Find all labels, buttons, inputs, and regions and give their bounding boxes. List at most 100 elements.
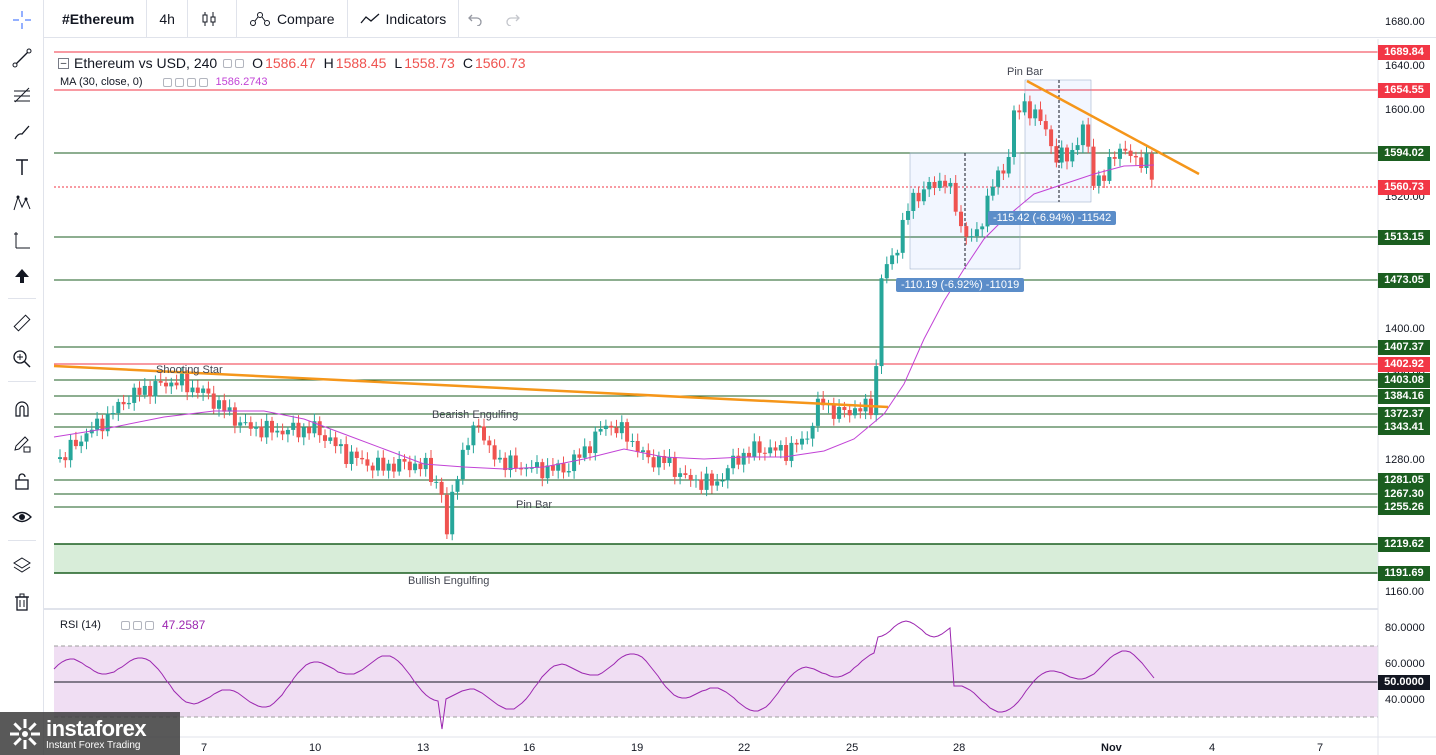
candle-body xyxy=(529,467,534,469)
chart-type-button[interactable] xyxy=(188,0,237,38)
rsi-close-icon[interactable] xyxy=(144,620,154,630)
candle-body xyxy=(460,449,465,480)
price-axis-tick: 1600.00 xyxy=(1385,103,1425,116)
candle-body xyxy=(545,465,550,479)
candle-body xyxy=(588,446,592,454)
open-label: O xyxy=(252,55,264,71)
candle-body xyxy=(980,226,985,230)
brush-icon xyxy=(14,125,30,140)
ma-eye-icon[interactable] xyxy=(162,77,172,87)
redo-button[interactable] xyxy=(497,0,535,38)
compare-button[interactable]: Compare xyxy=(237,0,348,38)
candle-body xyxy=(217,400,221,409)
undo-button[interactable] xyxy=(459,0,497,38)
candle-body xyxy=(307,427,312,434)
crosshair-tool[interactable] xyxy=(7,5,37,35)
candle-body xyxy=(153,381,158,397)
indicators-button[interactable]: Indicators xyxy=(348,0,460,38)
candle-body xyxy=(296,422,301,438)
price-axis-tick: 1160.00 xyxy=(1385,585,1424,598)
candle-body xyxy=(174,382,179,386)
measure-label-1[interactable]: -115.42 (-6.94%) -11542 xyxy=(988,211,1117,225)
candle-body xyxy=(672,457,677,477)
candle-body xyxy=(800,438,804,445)
measure-label-2[interactable]: -110.19 (-6.92%) -11019 xyxy=(896,278,1025,292)
trendline-long[interactable] xyxy=(53,364,889,409)
candle-body xyxy=(79,441,84,447)
ma-more-icon[interactable] xyxy=(198,77,208,87)
object-tree-tool[interactable] xyxy=(7,550,37,580)
fib-tool[interactable] xyxy=(7,80,37,110)
candle-body xyxy=(344,444,349,465)
magnet-tool[interactable] xyxy=(7,394,37,424)
candle-body xyxy=(434,481,439,483)
eye-icon xyxy=(12,511,32,523)
rsi-mid-label: 50.0000 xyxy=(1378,675,1430,690)
interval-button[interactable]: 4h xyxy=(147,0,188,38)
candle-body xyxy=(1038,109,1043,122)
trendline-tool[interactable] xyxy=(7,43,37,73)
symbol-search-button[interactable]: #Ethereum xyxy=(0,0,148,38)
candle-body xyxy=(974,229,979,237)
candle-body xyxy=(884,264,889,279)
candle-body xyxy=(365,459,370,466)
candle-body xyxy=(492,445,497,460)
arrow-tool[interactable] xyxy=(7,261,37,291)
trendline-top[interactable] xyxy=(1026,79,1200,176)
candle-body xyxy=(1096,175,1101,186)
rsi-settings-icon[interactable] xyxy=(132,620,142,630)
ma-close-icon[interactable] xyxy=(186,77,196,87)
pin-bar-top-label[interactable]: Pin Bar xyxy=(1007,66,1044,78)
brush-tool[interactable] xyxy=(7,117,37,147)
lock-tool[interactable] xyxy=(7,466,37,496)
rsi-axis-40: 40.0000 xyxy=(1385,694,1425,706)
ruler-tool[interactable] xyxy=(7,308,37,338)
redo-icon xyxy=(506,14,521,26)
collapse-icon[interactable]: – xyxy=(58,57,69,69)
candle-body xyxy=(100,418,105,432)
bearish-engulfing-label[interactable]: Bearish Engulfing xyxy=(432,409,519,421)
candle-body xyxy=(89,429,94,434)
price-chart[interactable] xyxy=(44,39,1436,755)
candle-body xyxy=(95,418,100,430)
candle-body xyxy=(111,413,115,415)
trash-icon xyxy=(15,593,29,611)
toolbar-divider xyxy=(8,298,36,299)
chart-pane[interactable]: – Ethereum vs USD, 240 O 1586.47 H 1588.45… xyxy=(44,16,1436,755)
candle-body xyxy=(338,444,343,447)
candle-body xyxy=(900,219,905,253)
rsi-eye-icon[interactable] xyxy=(120,620,130,630)
pin-bar-bottom-label[interactable]: Pin Bar xyxy=(516,499,553,511)
candle-body xyxy=(948,182,953,187)
remove-drawings-tool[interactable] xyxy=(7,587,37,617)
candle-body xyxy=(874,366,879,416)
date-axis-tick: 16 xyxy=(523,742,536,754)
candle-body xyxy=(402,459,407,462)
undo-icon xyxy=(468,14,482,26)
candle-body xyxy=(784,445,789,461)
candle-body xyxy=(471,425,476,446)
candle-body xyxy=(254,426,259,429)
eye-small-icon[interactable] xyxy=(223,58,233,68)
candle-body xyxy=(964,226,969,237)
settings-small-icon[interactable] xyxy=(235,58,245,68)
shooting-star-label[interactable]: Shooting Star xyxy=(156,364,223,376)
candle-body xyxy=(206,388,211,394)
date-axis-tick: 25 xyxy=(846,742,859,754)
pattern-tool[interactable] xyxy=(7,188,37,218)
candle-body xyxy=(68,439,73,461)
zoom-tool[interactable] xyxy=(7,344,37,374)
candle-body xyxy=(423,457,428,470)
level-label: 1402.92 xyxy=(1378,357,1430,372)
stay-drawing-tool[interactable] xyxy=(7,429,37,459)
ma-settings-icon[interactable] xyxy=(174,77,184,87)
candle-body xyxy=(837,407,842,419)
high-value: 1588.45 xyxy=(335,55,387,71)
candle-body xyxy=(566,471,571,473)
bullish-engulfing-label[interactable]: Bullish Engulfing xyxy=(408,575,490,587)
prediction-tool[interactable] xyxy=(7,225,37,255)
visibility-tool[interactable] xyxy=(7,502,37,532)
candle-body xyxy=(179,373,184,386)
level-label: 1191.69 xyxy=(1378,566,1430,581)
text-tool[interactable] xyxy=(7,152,37,182)
